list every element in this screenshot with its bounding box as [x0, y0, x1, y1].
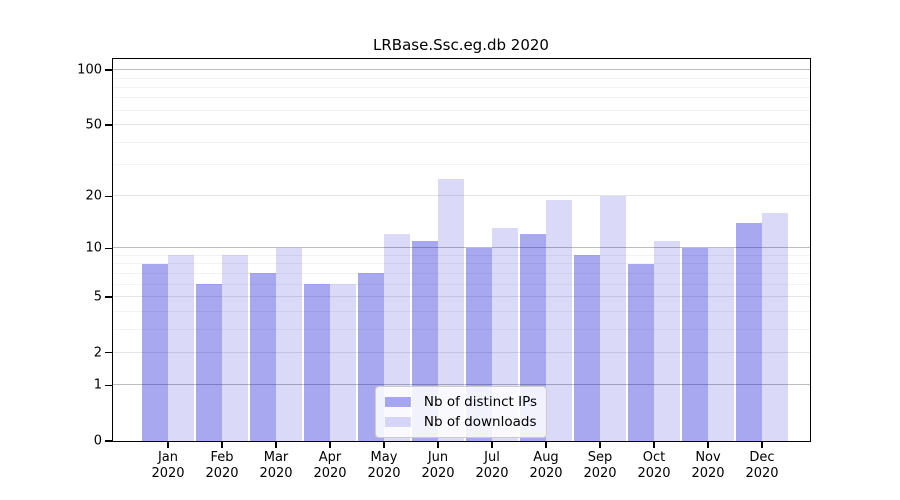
x-tick-label-oct: Oct 2020 [637, 450, 671, 481]
y-tick-1 [105, 384, 112, 387]
gridline-30 [112, 164, 810, 166]
x-tick-label-dec: Dec 2020 [745, 450, 779, 481]
gridline-90 [112, 77, 810, 79]
gridline-3 [112, 328, 810, 330]
x-tick-label-jul: Jul 2020 [475, 450, 509, 481]
x-tick-label-aug: Aug 2020 [529, 450, 563, 481]
gridline-20 [112, 195, 810, 197]
y-tick-label-20: 20 [85, 188, 102, 204]
y-tick-10 [105, 247, 112, 250]
gridline-60 [112, 109, 810, 111]
x-tick-may [383, 442, 385, 448]
y-tick-label-100: 100 [77, 62, 102, 78]
legend-swatch-distinct-ips [384, 396, 411, 407]
legend-label-distinct-ips: Nb of distinct IPs [423, 393, 538, 410]
x-tick-apr [329, 442, 331, 448]
x-tick-label-sep: Sep 2020 [583, 450, 617, 481]
x-tick-jan [167, 442, 169, 448]
y-tick-0 [105, 440, 112, 442]
gridline-80 [112, 86, 810, 88]
bar-downloads-dec [761, 212, 788, 441]
y-tick-label-0: 0 [93, 433, 102, 449]
x-tick-oct [653, 442, 655, 448]
bar-downloads-mar [275, 247, 302, 441]
bar-ips-sep [573, 255, 600, 441]
bar-downloads-nov [707, 247, 734, 441]
legend: Nb of distinct IPs Nb of downloads [374, 385, 548, 438]
x-tick-mar [275, 442, 277, 448]
gridline-6 [112, 283, 810, 285]
y-tick-label-2: 2 [93, 345, 102, 361]
legend-row-downloads: Nb of downloads [384, 412, 537, 432]
chart-title: LRBase.Ssc.eg.db 2020 [373, 36, 549, 54]
gridline-5 [112, 296, 810, 297]
y-tick-label-50: 50 [85, 117, 102, 133]
bar-downloads-apr [329, 284, 356, 441]
gridline-7 [112, 272, 810, 274]
y-tick-2 [105, 351, 112, 354]
gridline-70 [112, 97, 810, 99]
y-tick-20 [105, 195, 112, 198]
legend-swatch-downloads [384, 416, 411, 427]
bar-downloads-oct [653, 240, 680, 441]
bar-layer [113, 59, 810, 441]
gridline-100 [112, 69, 810, 71]
gridline-40 [112, 141, 810, 143]
x-tick-label-mar: Mar 2020 [259, 450, 293, 481]
x-tick-label-jan: Jan 2020 [151, 450, 185, 481]
gridline-8 [112, 263, 810, 265]
gridline-9 [112, 254, 810, 256]
x-tick-feb [221, 442, 223, 448]
bar-ips-jan [141, 263, 168, 441]
gridline-2 [112, 351, 810, 353]
bar-downloads-sep [599, 195, 626, 441]
bar-downloads-jan [167, 255, 194, 441]
bar-ips-oct [627, 263, 654, 441]
x-tick-sep [599, 442, 601, 448]
gridline-4 [112, 310, 810, 312]
y-tick-label-1: 1 [93, 377, 102, 393]
x-tick-jun [437, 442, 439, 448]
legend-label-downloads: Nb of downloads [423, 413, 537, 430]
y-tick-5 [105, 296, 112, 298]
x-tick-label-apr: Apr 2020 [313, 450, 347, 481]
x-tick-label-feb: Feb 2020 [205, 450, 239, 481]
bar-ips-dec [735, 222, 762, 441]
legend-row-distinct-ips: Nb of distinct IPs [384, 392, 538, 412]
y-tick-100 [105, 69, 112, 71]
bar-downloads-aug [545, 199, 572, 441]
x-tick-nov [707, 442, 709, 448]
y-tick-50 [105, 124, 112, 126]
bar-downloads-feb [221, 255, 248, 441]
x-tick-label-may: May 2020 [367, 450, 401, 481]
y-tick-label-10: 10 [85, 240, 102, 256]
gridline-10 [112, 247, 810, 249]
y-tick-label-5: 5 [93, 289, 102, 305]
bar-ips-apr [303, 284, 330, 441]
bar-ips-nov [681, 247, 708, 441]
x-tick-aug [545, 442, 547, 448]
x-tick-label-nov: Nov 2020 [691, 450, 725, 481]
plot-area: Nb of distinct IPs Nb of downloads [111, 57, 811, 442]
gridline-1 [112, 384, 810, 386]
gridline-50 [112, 124, 810, 126]
x-tick-label-jun: Jun 2020 [421, 450, 455, 481]
gridline-layer [112, 59, 810, 441]
bar-ips-feb [195, 284, 222, 441]
bar-ips-mar [249, 273, 276, 441]
x-tick-jul [491, 442, 493, 448]
x-tick-dec [761, 442, 763, 448]
